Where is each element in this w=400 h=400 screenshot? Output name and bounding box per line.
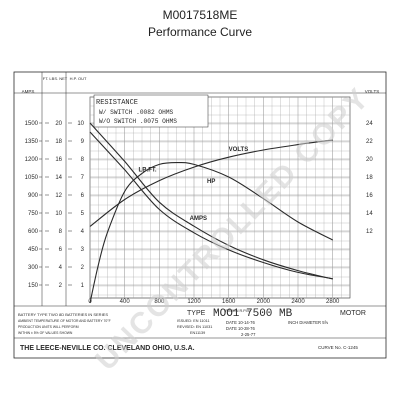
volts-tick-label: 16 [366, 193, 373, 199]
info-block: BATTERY TYPE TWO 8D BATTERIES IN SERIES … [14, 308, 386, 352]
ftlbs-tick-label: 16 [55, 157, 62, 163]
amps-tick-label: 300 [28, 265, 39, 271]
model-number: MOO1 7500 MB [213, 308, 293, 320]
hp-tick-label: 1 [81, 283, 85, 289]
inch-diameter: INCH DIAMETER 5⅝ [288, 320, 329, 325]
ftlbs-axis-label: FT. LBS. NET [43, 76, 68, 81]
type-label: TYPE [187, 310, 206, 317]
amps-tick-label: 1050 [25, 175, 39, 181]
hp-tick-label: 7 [81, 175, 85, 181]
volts-tick-label: 12 [366, 229, 373, 235]
tolerance-note: WITHIN ± 5% OF VALUES SHOWN [18, 331, 73, 335]
curve-number: CURVE No. C-1245 [318, 345, 358, 350]
hp-tick-label: 8 [81, 157, 85, 163]
amps-tick-label: 150 [28, 283, 39, 289]
volts-tick-label: 22 [366, 139, 373, 145]
amps-tick-label: 450 [28, 247, 39, 253]
issued: ISSUED: EN 11011 [177, 319, 210, 323]
page-subtitle: Performance Curve [147, 25, 253, 39]
date-2: DATE 10-28-76 [226, 326, 255, 331]
amps-tick-label: 600 [28, 229, 39, 235]
ftlbs-tick-label: 6 [59, 247, 63, 253]
ftlbs-tick-label: 20 [55, 121, 62, 127]
battery-type: BATTERY TYPE TWO 8D BATTERIES IN SERIES [18, 312, 108, 317]
ftlbs-tick-label: 8 [59, 229, 63, 235]
x-tick-label: 2000 [257, 299, 271, 305]
motor-label: MOTOR [340, 310, 366, 317]
resistance-heading: RESISTANCE [96, 99, 138, 107]
grid [89, 96, 351, 299]
amps-tick-label: 1200 [25, 157, 39, 163]
ambient-temp: AMBIENT TEMPERATURE OF MOTOR AND BATTERY… [18, 319, 111, 323]
revised-2: EN11139 [190, 331, 205, 335]
amps-tick-label: 1500 [25, 121, 39, 127]
series-label-amps: AMPS [190, 216, 207, 222]
hp-axis-label: H.P. OUT [70, 76, 87, 81]
hp-tick-label: 4 [81, 229, 85, 235]
x-tick-label: 400 [120, 299, 131, 305]
series-label-hp: HP [207, 179, 215, 185]
company-name: THE LEECE-NEVILLE CO. CLEVELAND OHIO, U.… [20, 345, 195, 352]
volts-axis-label: VOLTS [365, 89, 379, 94]
amps-tick-label: 750 [28, 211, 39, 217]
ftlbs-tick-label: 18 [55, 139, 62, 145]
series-line-hp [89, 161, 333, 304]
series-label-volts: VOLTS [229, 147, 249, 153]
date-3: 2-25-77 [241, 332, 256, 337]
production-note: PRODUCTION UNITS WILL PERFORM [18, 325, 79, 329]
amps-tick-label: 900 [28, 193, 39, 199]
ftlbs-tick-label: 14 [55, 175, 62, 181]
ftlbs-tick-label: 2 [59, 283, 63, 289]
x-axis-label: PINION R.P.M. [225, 309, 250, 313]
resistance-line-2: W/O SWITCH .0075 OHMS [99, 118, 177, 125]
hp-tick-label: 10 [77, 121, 84, 127]
resistance-box: RESISTANCE W/ SWITCH .0082 OHMS W/O SWIT… [93, 94, 209, 128]
hp-tick-label: 3 [81, 247, 85, 253]
volts-tick-label: 14 [366, 211, 373, 217]
amps-tick-label: 1350 [25, 139, 39, 145]
ftlbs-tick-label: 12 [55, 193, 62, 199]
resistance-line-1: W/ SWITCH .0082 OHMS [99, 109, 174, 116]
hp-tick-label: 6 [81, 193, 85, 199]
hp-tick-label: 2 [81, 265, 85, 271]
volts-tick-label: 20 [366, 157, 373, 163]
series-lines [89, 122, 333, 304]
series-line-amps [89, 122, 333, 280]
series-line-volts [89, 139, 333, 227]
ftlbs-tick-label: 4 [59, 265, 63, 271]
x-tick-label: 1200 [187, 299, 201, 305]
ftlbs-tick-label: 10 [55, 211, 62, 217]
hp-tick-label: 9 [81, 139, 85, 145]
page-title: M0017518ME [162, 8, 238, 22]
date-1: DATE 10-14-76 [226, 320, 255, 325]
series-labels: VOLTS AMPS LB.FT. HP [139, 147, 249, 222]
series-label-lb-ft-: LB.FT. [139, 168, 157, 174]
x-tick-label: 2800 [326, 299, 340, 305]
volts-tick-label: 24 [366, 121, 373, 127]
hp-tick-label: 5 [81, 211, 85, 217]
x-tick-label: 1600 [222, 299, 236, 305]
revised-1: REVISED: EN 11031 [177, 325, 212, 329]
amps-axis-label: AMPS [22, 89, 35, 94]
series-line-lb-ft- [89, 131, 333, 280]
volts-tick-label: 18 [366, 175, 373, 181]
x-tick-label: 800 [154, 299, 165, 305]
x-tick-label: 2400 [291, 299, 305, 305]
